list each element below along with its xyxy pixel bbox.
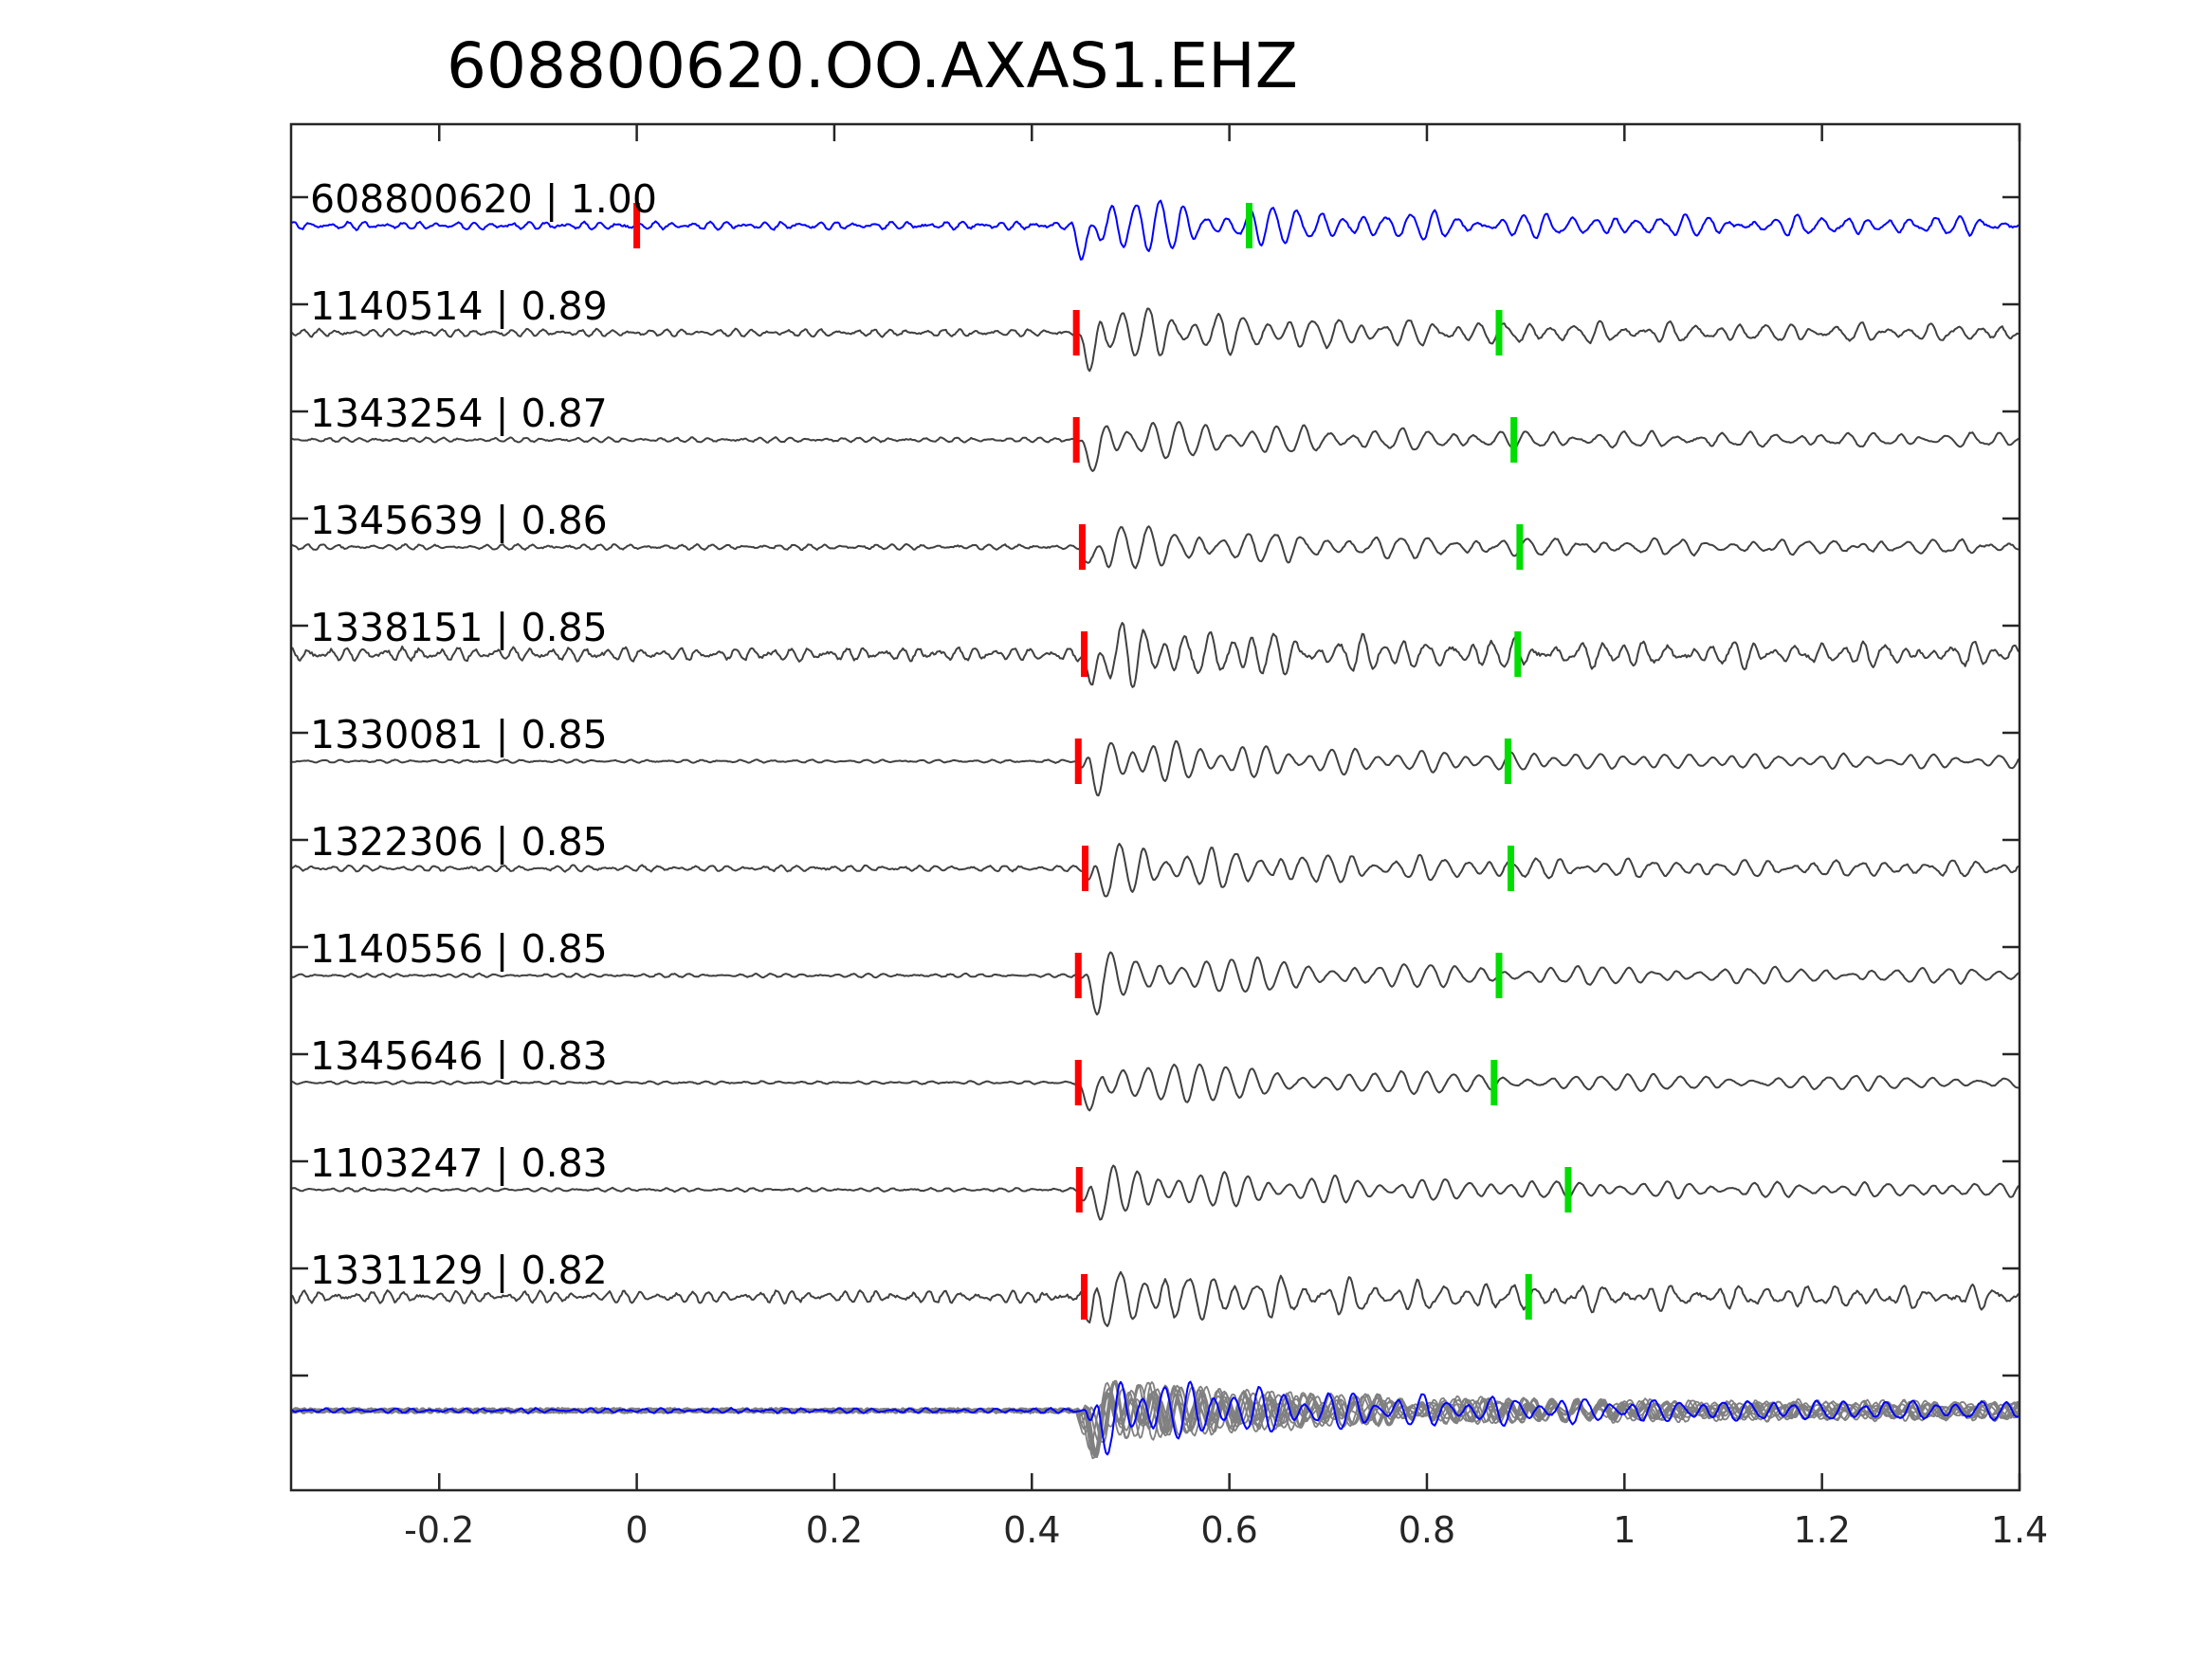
trace-layer [290,199,2020,1460]
x-axis-ticks: -0.2 0 0.2 0.4 0.6 0.8 1 1.2 1.4 [291,124,2048,1551]
trace-line-1140556 [290,951,2020,1016]
x-tick-label-0: 0 [626,1509,649,1551]
trace-label-1322306: 1322306 | 0.85 [310,819,608,865]
trace-label-1140556: 1140556 | 0.85 [310,926,608,972]
trace-line-1330081 [290,739,2020,797]
trace-label-1103247: 1103247 | 0.83 [310,1140,608,1186]
trace-label-1331129: 1331129 | 0.82 [310,1248,608,1293]
x-tick-label-0p8: 0.8 [1398,1509,1455,1551]
trace-line-1140514 [290,307,2020,373]
trace-line-1331129 [290,1270,2020,1327]
trace-label-1345639: 1345639 | 0.86 [310,498,608,543]
axes-frame [289,122,2021,1492]
x-tick-label-1: 1 [1613,1509,1636,1551]
trace-label-layer: 608800620 | 1.00 1140514 | 0.89 1343254 | … [310,176,657,1293]
trace-label-1345646: 1345646 | 0.83 [310,1033,608,1079]
pick-layer [633,203,1572,1320]
trace-label-1343254: 1343254 | 0.87 [310,391,608,436]
trace-label-1338151: 1338151 | 0.85 [310,605,608,650]
x-tick-label-1p2: 1.2 [1793,1509,1850,1551]
trace-label-1330081: 1330081 | 0.85 [310,712,608,757]
trace-line-1338151 [290,622,2020,688]
trace-line-608800620 [290,199,2020,261]
x-tick-label-0p4: 0.4 [1003,1509,1060,1551]
x-tick-label-m0p2: -0.2 [404,1509,474,1551]
x-tick-label-0p2: 0.2 [806,1509,863,1551]
chart-title: 608800620.OO.AXAS1.EHZ [447,29,1298,102]
trace-line-1345639 [290,525,2020,570]
x-tick-label-1p4: 1.4 [1991,1509,2048,1551]
trace-line-1103247 [290,1164,2020,1221]
trace-label-1140514: 1140514 | 0.89 [310,283,608,329]
trace-label-608800620: 608800620 | 1.00 [310,176,657,222]
trace-line-1345646 [290,1063,2020,1112]
x-tick-label-0p6: 0.6 [1200,1509,1257,1551]
stack-template-trace [290,1380,2020,1456]
trace-line-1343254 [290,421,2020,472]
trace-line-1322306 [290,843,2020,898]
